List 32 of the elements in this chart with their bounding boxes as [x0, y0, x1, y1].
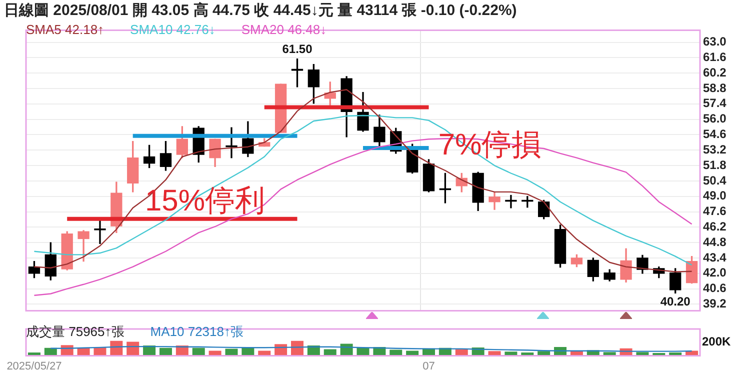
bar: [324, 349, 336, 356]
y-tick-label: 43.4: [703, 250, 727, 264]
y-tick-label: 42.0: [703, 266, 727, 280]
y-tick-label: 60.2: [703, 65, 727, 80]
bar: [390, 350, 402, 356]
y-tick-label: 57.4: [703, 96, 727, 110]
x-tick-label: 2025/05/27: [6, 360, 62, 372]
text: SMA10 42.76↓: [130, 22, 216, 37]
annotation: 40.20: [660, 294, 691, 309]
y-tick-label: 44.8: [703, 234, 727, 249]
y-tick-label: 63.0: [703, 34, 727, 49]
y-tick-label: 39.2: [703, 296, 727, 311]
text: 200K: [702, 334, 732, 348]
y-tick-label: 53.2: [703, 142, 727, 156]
annotation: 61.50: [282, 42, 313, 56]
y-tick-label: 47.6: [703, 204, 727, 218]
series-label: MA10 72318↑張: [150, 324, 244, 339]
y-tick-label: 58.8: [703, 80, 727, 95]
text: SMA5 42.18↑: [26, 22, 104, 37]
y-tick-label: 40.6: [703, 281, 727, 296]
series-label: 成交量 75965↑張: [26, 324, 124, 339]
chart-title: 日線圖 2025/08/01 開 43.05 高 44.75 收 44.45↓元 量 43114 張 -0.10 (-0.22%): [4, 1, 517, 20]
y-tick-label: 50.4: [703, 173, 727, 188]
y-tick-label: 49.0: [703, 188, 727, 203]
y-tick-label: 54.6: [703, 127, 727, 142]
y-tick-label: 46.2: [703, 219, 727, 234]
y-tick-label: 51.8: [703, 158, 727, 172]
candlestick: [94, 220, 106, 244]
y-tick-label: 56.0: [703, 112, 727, 126]
y-tick-label: 61.6: [703, 50, 727, 64]
x-tick-label: 07: [422, 360, 435, 372]
text: SMA20 46.48↓: [241, 22, 327, 37]
